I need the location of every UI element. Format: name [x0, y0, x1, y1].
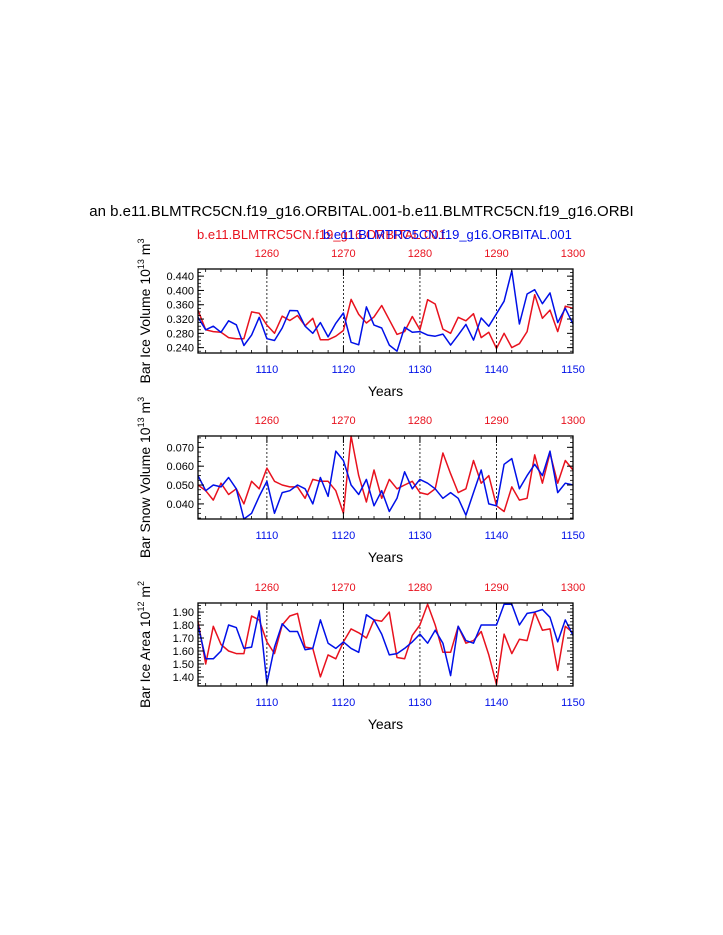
y-tick-label: 1.90: [173, 607, 194, 619]
x-tick-label-top: 1300: [561, 582, 585, 594]
y-tick-label: 0.240: [166, 343, 194, 355]
x-tick-label-top: 1300: [561, 415, 585, 427]
x-axis-label: Years: [368, 549, 403, 565]
chart-panel-2: 0.040 0.050 0.060 0.070 1110 1120 1130 1140 1150…: [136, 397, 585, 565]
x-tick-label-top: 1260: [255, 415, 279, 427]
x-tick-label-top: 1290: [484, 582, 508, 594]
x-tick-label-bottom: 1150: [561, 697, 585, 709]
x-tick-label-top: 1300: [561, 248, 585, 260]
y-tick-label: 1.70: [173, 633, 194, 645]
x-tick-label-top: 1270: [331, 248, 355, 260]
x-tick-label-top: 1280: [408, 415, 432, 427]
y-tick-label: 0.320: [166, 314, 194, 326]
series-line-red: [197, 293, 574, 350]
series-line-blue: [197, 603, 574, 685]
x-tick-label-bottom: 1130: [408, 530, 432, 542]
x-tick-label-bottom: 1140: [485, 697, 509, 709]
x-tick-label-bottom: 1130: [408, 697, 432, 709]
y-tick-label: 1.50: [173, 659, 194, 671]
legend-blue-series: b.e11.BLMTRC5CN.f19_g16.ORBITAL.001: [323, 227, 572, 242]
y-axis-label: Bar Ice Area 1012 m2: [136, 581, 153, 708]
y-axis-label: Bar Snow Volume 1013 m3: [136, 397, 153, 558]
y-axis-label: Bar Ice Volume 1013 m3: [136, 239, 153, 384]
x-tick-label-bottom: 1140: [485, 530, 509, 542]
x-tick-label-bottom: 1120: [332, 364, 356, 376]
chart-panel-1: 0.240 0.280 0.320 0.360 0.400 0.440 1110 1120 11…: [136, 239, 585, 400]
x-tick-label-top: 1270: [331, 415, 355, 427]
x-tick-label-top: 1290: [484, 415, 508, 427]
y-tick-label: 0.360: [166, 300, 194, 312]
chart-panel-3: 1.401.501.601.701.801.90 1110 1120 1130 1140…: [136, 581, 585, 732]
y-tick-label: 0.400: [166, 285, 194, 297]
x-tick-label-top: 1280: [408, 248, 432, 260]
x-tick-label-bottom: 1150: [561, 530, 585, 542]
plot-frame: [197, 435, 574, 520]
x-tick-label-bottom: 1120: [332, 697, 356, 709]
x-tick-label-top: 1260: [255, 582, 279, 594]
y-tick-label: 0.050: [166, 480, 194, 492]
y-tick-label: 1.40: [173, 672, 194, 684]
y-tick-label: 0.060: [166, 461, 194, 473]
y-tick-label: 0.440: [166, 271, 194, 283]
x-tick-label-top: 1290: [484, 248, 508, 260]
x-tick-label-bottom: 1150: [561, 364, 585, 376]
x-tick-label-bottom: 1140: [485, 364, 509, 376]
legend-red-series: b.e11.BLMTRC5CN.f19_g16.ORBITAL.001: [197, 227, 446, 242]
series-line-red: [197, 435, 574, 515]
plot-frame: [197, 268, 574, 354]
x-axis-label: Years: [368, 716, 403, 732]
series-line-blue: [197, 450, 574, 520]
series-line-blue: [197, 270, 574, 352]
y-tick-label: 1.80: [173, 620, 194, 632]
x-tick-label-bottom: 1130: [408, 364, 432, 376]
x-tick-label-bottom: 1110: [255, 364, 278, 376]
x-tick-label-bottom: 1120: [332, 530, 356, 542]
x-axis-label: Years: [368, 383, 403, 399]
figure-title: an b.e11.BLMTRC5CN.f19_g16.ORBITAL.001-b…: [89, 203, 634, 220]
y-tick-label: 0.040: [166, 499, 194, 511]
x-tick-label-bottom: 1110: [255, 697, 278, 709]
y-tick-label: 0.070: [166, 442, 194, 454]
x-tick-label-top: 1270: [331, 582, 355, 594]
x-tick-label-top: 1280: [408, 582, 432, 594]
y-tick-label: 1.60: [173, 646, 194, 658]
x-tick-label-bottom: 1110: [255, 530, 278, 542]
x-tick-label-top: 1260: [255, 248, 279, 260]
y-tick-label: 0.280: [166, 328, 194, 340]
